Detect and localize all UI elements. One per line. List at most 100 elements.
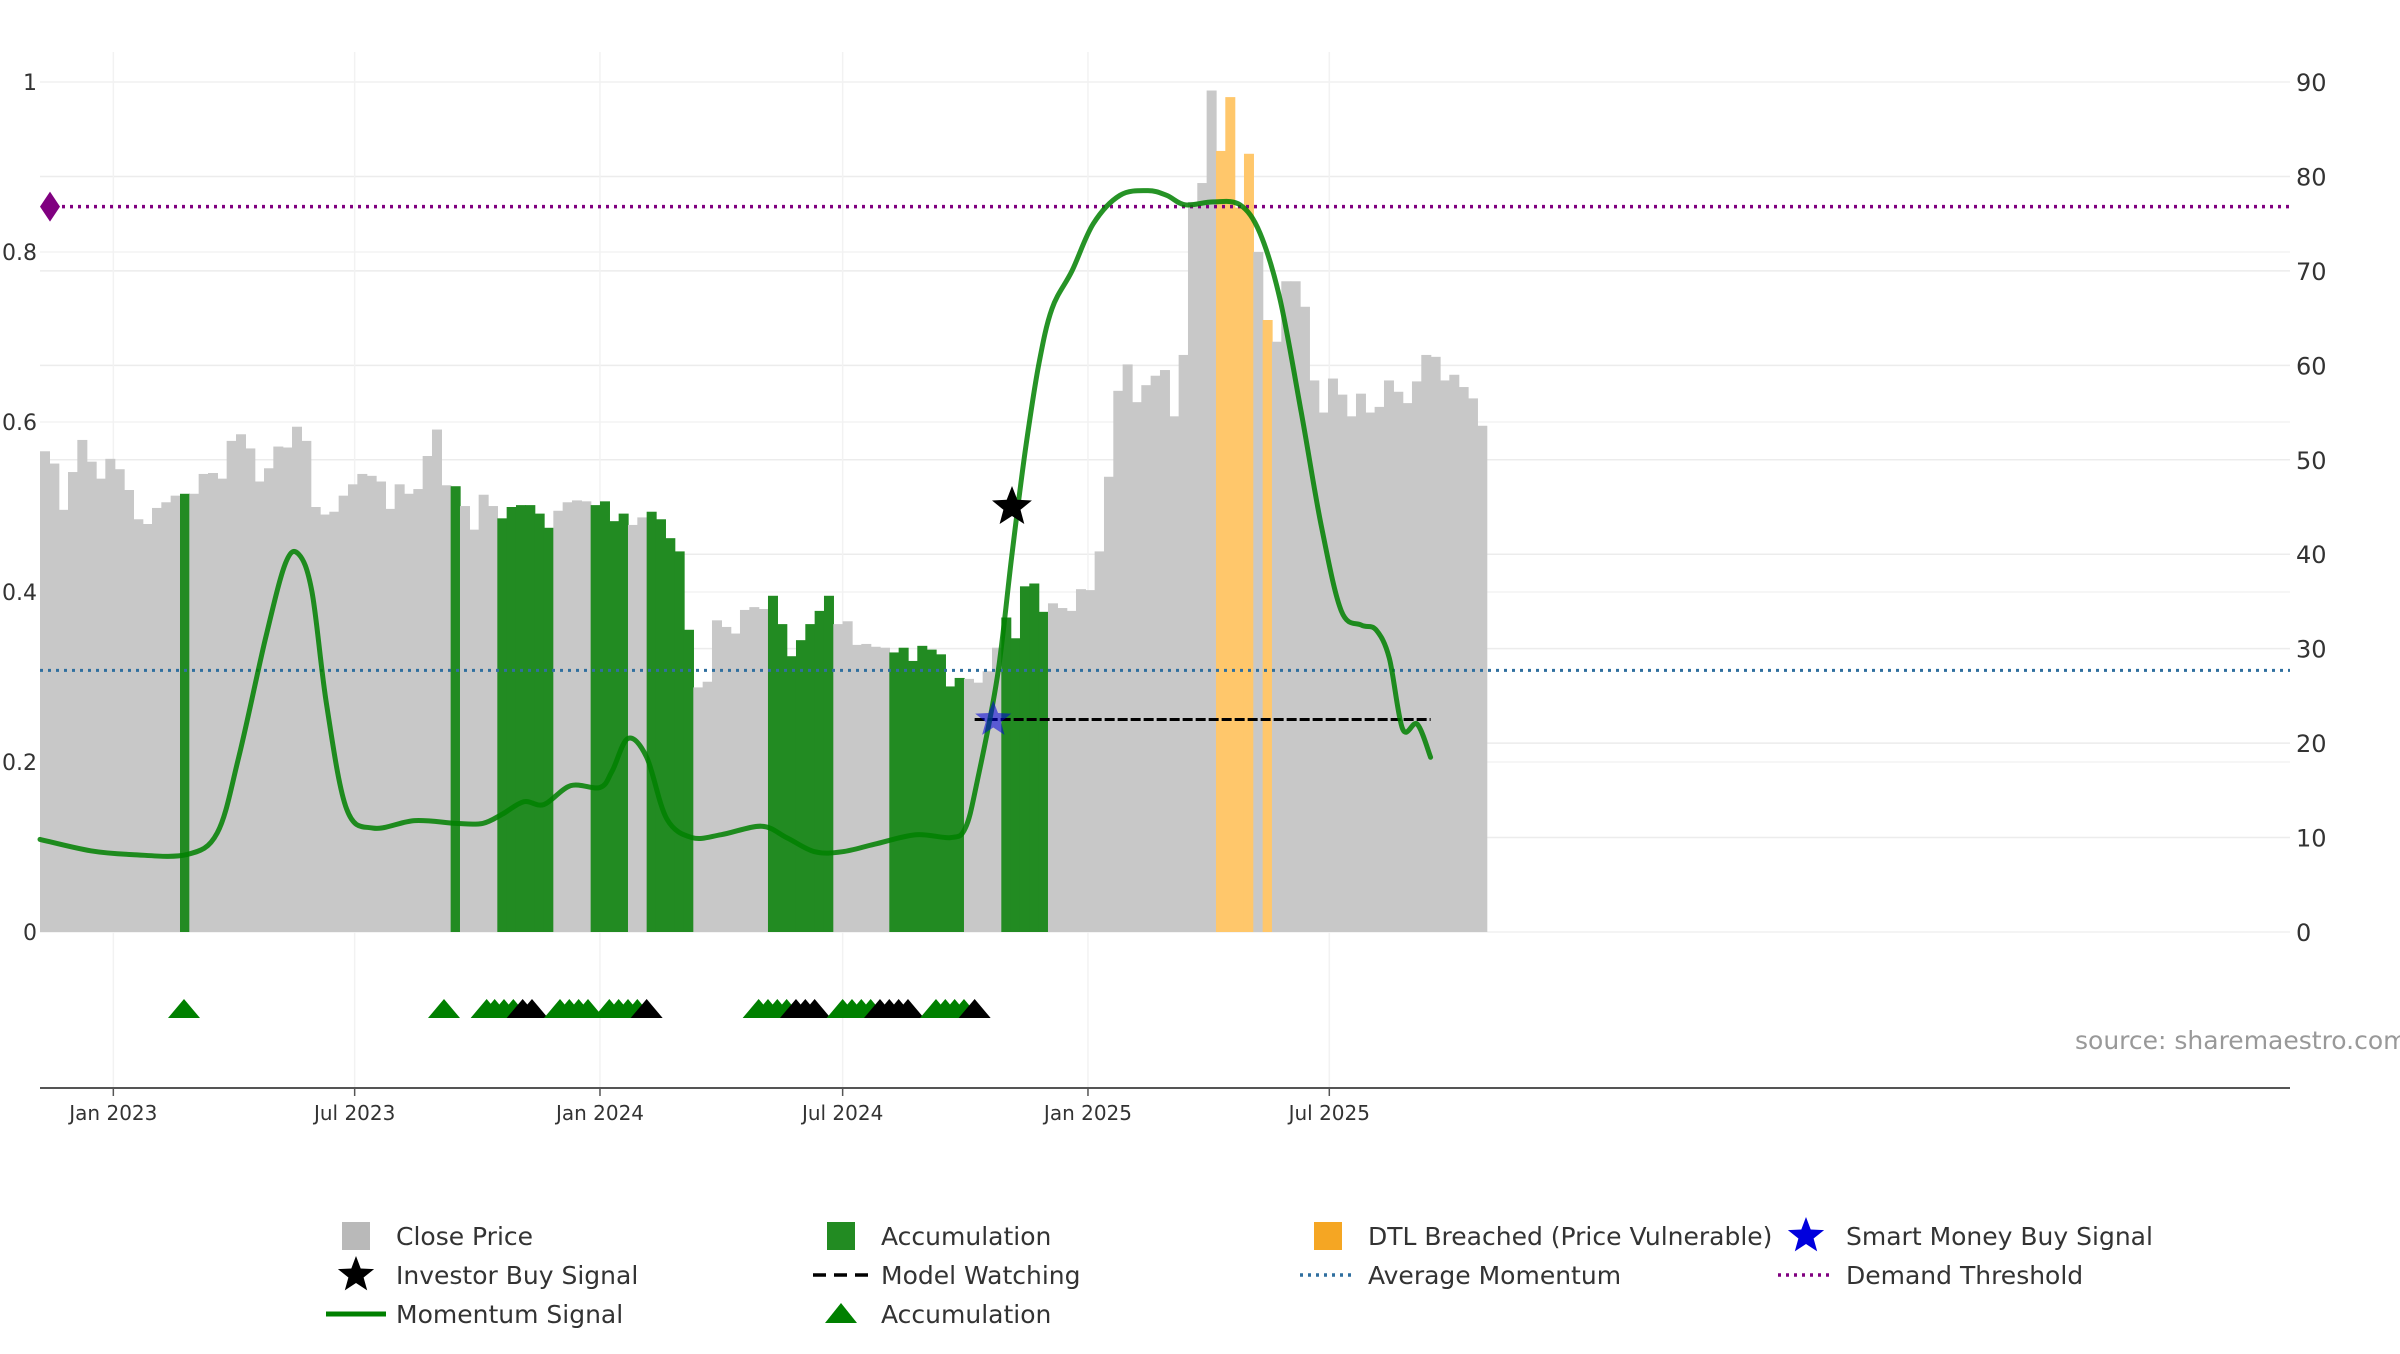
close-price-bar [217,478,228,932]
close-price-bar [301,440,312,932]
close-price-bar [1365,412,1376,932]
accumulation-bar [655,519,666,932]
close-price-bar [571,500,582,932]
legend-item: Close Price [342,1222,533,1251]
y-right-tick-label: 50 [2296,447,2327,475]
accumulation-bar [907,660,918,932]
accumulation-bar [1019,586,1030,932]
close-price-bar [693,687,704,932]
legend-label: Model Watching [881,1261,1081,1290]
close-price-bar [1458,387,1469,932]
legend-label: Accumulation [881,1222,1051,1251]
legend-swatch [342,1222,370,1250]
close-price-bar [413,489,424,932]
accumulation-bar [543,527,554,932]
x-tick-label: Jan 2023 [67,1101,157,1125]
close-price-bar [291,426,302,932]
close-price-bar [1327,378,1338,932]
legend-item: Momentum Signal [326,1300,623,1329]
close-price-bar [851,644,862,932]
dtl-breached-bar [1215,150,1226,932]
close-price-bar [170,495,181,932]
close-price-bar [1355,393,1366,933]
accumulation-bar [497,518,508,932]
close-price-bar [235,434,246,932]
close-price-bar [1299,306,1310,932]
close-price-bar [1290,281,1301,932]
legend-item: Average Momentum [1300,1261,1621,1290]
bars-layer [40,90,1488,933]
legend-label: Average Momentum [1368,1261,1621,1290]
close-price-bar [366,475,377,932]
close-price-bar [1066,610,1077,932]
close-price-bar [1075,589,1086,932]
accumulation-bar [795,640,806,932]
close-price-bar [1131,402,1142,933]
legend-label: Momentum Signal [396,1300,623,1329]
legend-label: Smart Money Buy Signal [1846,1222,2153,1251]
close-price-bar [67,472,78,932]
watch-triangle [958,999,991,1018]
markers-layer [40,191,1032,735]
legend-triangle-icon [825,1303,857,1323]
close-price-bar [1374,406,1385,932]
watch-triangle [891,999,924,1018]
close-price-bar [105,458,116,932]
close-price-bar [1318,412,1329,932]
accumulation-bar [814,610,825,932]
accumulation-bar [450,486,461,932]
close-price-bar [982,671,993,932]
legend-item: Model Watching [813,1261,1081,1290]
momentum-signal-line [37,188,1434,859]
lines-layer [37,188,2290,859]
close-price-bar [1402,403,1413,933]
close-price-bar [459,506,470,932]
demand-threshold-marker [40,191,60,222]
y-right-tick-label: 60 [2296,352,2327,380]
close-price-bar [861,643,872,932]
accumulation-bar [534,513,545,932]
close-price-bar [1103,476,1114,932]
y-right-tick-label: 80 [2296,163,2327,191]
close-price-bar [1477,425,1488,932]
dtl-breached-bar [1225,97,1236,933]
close-price-bar [1085,590,1096,932]
close-price-bar [581,501,592,932]
close-price-bar [1122,364,1133,932]
close-price-bar [1467,398,1478,932]
close-price-bar [263,468,274,932]
close-price-bar [749,607,760,932]
y-right-tick-label: 30 [2296,636,2327,664]
legend-item: Investor Buy Signal [337,1256,638,1291]
accumulation-bar [786,656,797,932]
y-right-tick-label: 20 [2296,730,2327,758]
close-price-bar [77,439,88,932]
close-price-bar [198,473,209,932]
accumulation-bar [926,649,937,932]
close-price-bar [1187,201,1198,932]
close-price-bar [1439,380,1450,932]
close-price-bar [562,502,573,932]
legend-label: Accumulation [881,1300,1051,1329]
legend-label: Investor Buy Signal [396,1261,638,1290]
accumulation-bar [767,595,778,932]
close-price-bar [1337,394,1348,933]
smart-money-buy-signal-star [975,700,1012,735]
accumulation-bar [515,505,526,932]
legend-item: Accumulation [825,1300,1051,1329]
accumulation-bar [599,501,610,932]
close-price-bar [991,647,1002,932]
legend-swatch [1314,1222,1342,1250]
close-price-bar [739,609,750,932]
close-price-bar [40,451,50,932]
close-price-bar [1057,608,1068,932]
x-tick-label: Jul 2025 [1287,1101,1370,1125]
accumulation-bar [683,629,694,932]
close-price-bar [282,447,293,932]
y-right-tick-label: 40 [2296,541,2327,569]
close-price-bar [357,473,368,932]
y-right-tick-label: 70 [2296,258,2327,286]
close-price-bar [422,456,433,932]
accumulation-bar [674,551,685,932]
